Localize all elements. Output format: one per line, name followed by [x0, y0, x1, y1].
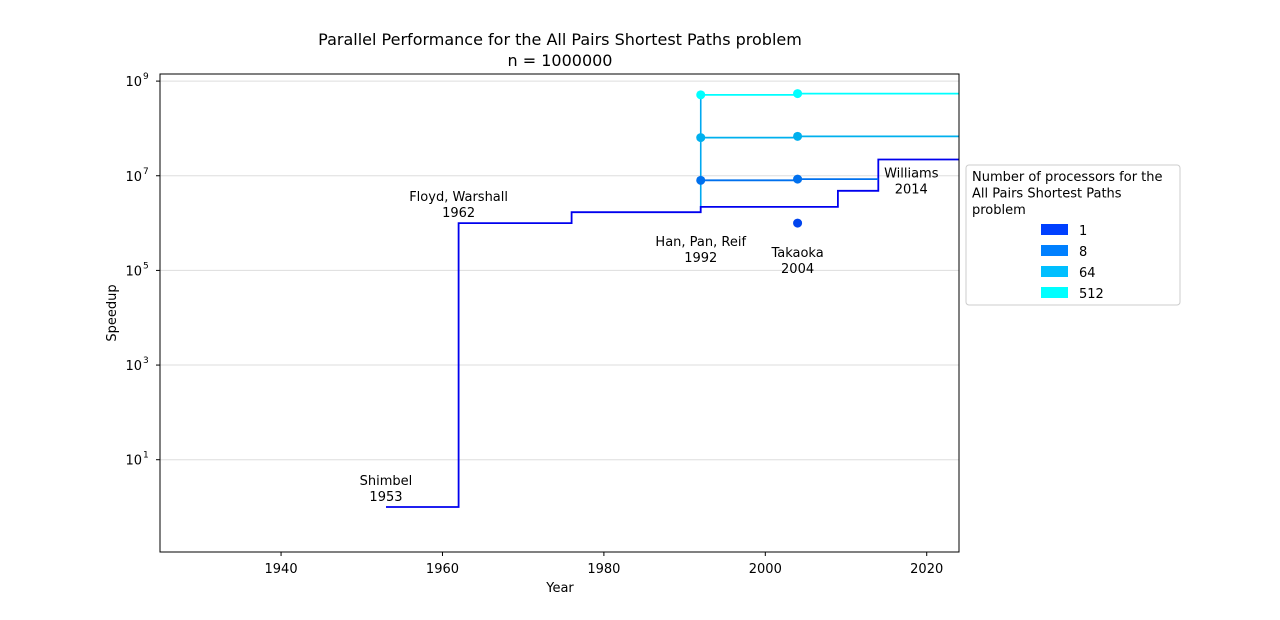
y-tick-exponent-2: 5 [143, 261, 149, 271]
annotation-3-line-0: Takaoka [770, 246, 823, 261]
x-tick-label-0: 1940 [265, 562, 298, 577]
y-tick-label-2: 10 [125, 264, 142, 279]
annotation-0-line-0: Shimbel [360, 474, 413, 489]
legend: Number of processors for the All Pairs Sh… [965, 164, 1181, 306]
x-tick-label-2: 1980 [587, 562, 620, 577]
plot-frame [159, 73, 960, 553]
legend-title-line-0: Number of processors for the [972, 170, 1163, 185]
point-64-0 [696, 133, 706, 143]
legend-swatch-8 [1041, 245, 1068, 256]
point-8-0 [696, 175, 706, 185]
series-line-64 [700, 135, 959, 139]
y-tick-label-3: 10 [125, 170, 142, 185]
y-tick-label-0: 10 [125, 454, 142, 469]
annotation-4-line-0: Williams [884, 167, 939, 182]
series-line-8 [700, 178, 879, 182]
legend-label-64: 64 [1079, 266, 1096, 281]
annotation-0-line-1: 1953 [369, 490, 402, 505]
chart-subtitle: n = 1000000 [508, 51, 613, 70]
annotation-1-line-0: Floyd, Warshall [409, 190, 508, 205]
legend-swatch-512 [1041, 287, 1068, 298]
y-tick-exponent-0: 1 [143, 451, 149, 461]
x-tick-label-4: 2020 [910, 562, 943, 577]
y-tick-label-4: 10 [125, 75, 142, 90]
annotation-3-line-1: 2004 [781, 262, 814, 277]
legend-swatch-1 [1041, 224, 1068, 235]
series-line-512 [700, 92, 959, 96]
series-line-1 [386, 158, 959, 508]
annotation-2-line-0: Han, Pan, Reif [655, 235, 746, 250]
x-tick-label-3: 2000 [749, 562, 782, 577]
grid [160, 80, 959, 461]
legend-entries: 1 8 64 512 [1041, 224, 1104, 302]
annotation-4-line-1: 2014 [895, 183, 928, 198]
annotation-1-line-1: 1962 [442, 206, 475, 221]
x-tick-label-1: 1960 [426, 562, 459, 577]
y-tick-exponent-1: 3 [143, 356, 149, 366]
y-tick-exponent-4: 9 [143, 72, 149, 82]
series-layer [386, 89, 959, 508]
y-axis-label: Speedup [105, 284, 120, 341]
legend-title: Number of processors for the All Pairs Sh… [972, 170, 1163, 218]
point-512-0 [696, 90, 706, 100]
x-axis: 1940 1960 1980 2000 2020 [265, 552, 943, 577]
chart-title: Parallel Performance for the All Pairs S… [318, 30, 802, 49]
legend-title-line-2: problem [972, 203, 1026, 218]
legend-swatch-64 [1041, 266, 1068, 277]
annotation-2-line-1: 1992 [684, 251, 717, 266]
legend-label-8: 8 [1079, 245, 1087, 260]
y-tick-exponent-3: 7 [143, 167, 149, 177]
y-tick-label-1: 10 [125, 359, 142, 374]
legend-label-512: 512 [1079, 287, 1104, 302]
point-64-1 [793, 131, 803, 141]
x-axis-label: Year [545, 581, 574, 596]
point-extra-0 [793, 218, 803, 228]
legend-box [965, 164, 1181, 306]
legend-label-1: 1 [1079, 224, 1087, 239]
point-512-1 [793, 89, 803, 99]
point-8-1 [793, 174, 803, 184]
legend-title-line-1: All Pairs Shortest Paths [972, 187, 1122, 202]
